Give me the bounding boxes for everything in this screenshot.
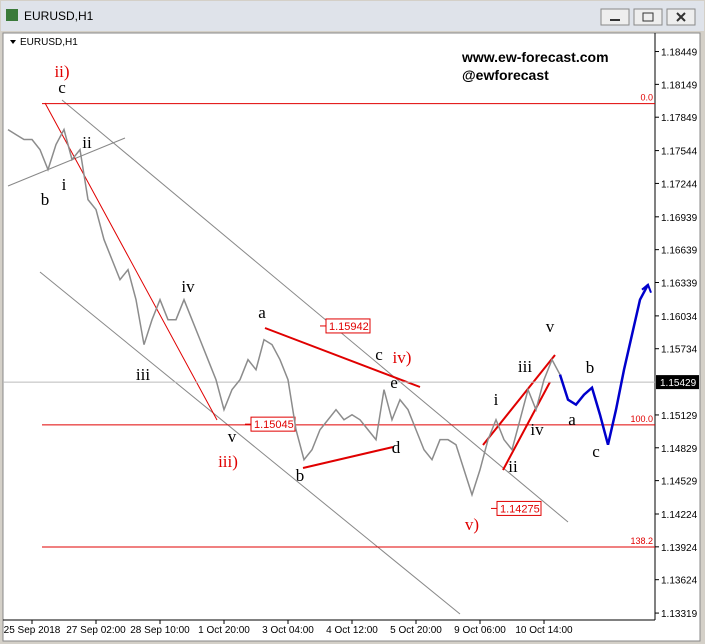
price-label: 1.14275 [500,503,540,515]
wave-label: iii [136,365,150,384]
chart-area [2,32,701,642]
wave-label: i [62,175,67,194]
wave-label: iv) [393,348,412,367]
x-tick-label: 5 Oct 20:00 [390,625,442,636]
chart-symbol: EURUSD,H1 [20,37,78,48]
wave-label: i [494,390,499,409]
y-tick-label: 1.14529 [661,477,698,488]
x-tick-label: 3 Oct 04:00 [262,625,314,636]
price-label: 1.15942 [329,321,369,333]
y-tick-label: 1.14224 [661,510,698,521]
watermark-url: www.ew-forecast.com [461,49,609,65]
x-tick-label: 27 Sep 02:00 [66,625,126,636]
y-tick-label: 1.16639 [661,246,698,257]
wave-label: a [568,410,576,429]
fib-level-label: 100.0 [630,414,653,424]
y-tick-label: 1.13924 [661,543,698,554]
wave-label: ii) [54,62,69,81]
x-tick-label: 4 Oct 12:00 [326,625,378,636]
y-tick-label: 1.16339 [661,278,698,289]
y-tick-label: 1.15129 [661,411,698,422]
price-label-box [496,500,542,516]
maximize-button[interactable] [633,8,663,26]
wave-label: b [586,358,595,377]
last-price-label: 1.15429 [660,378,697,389]
wave-label: b [296,466,305,485]
y-tick-label: 1.18449 [661,48,698,59]
wave-label: iv [181,277,195,296]
x-tick-label: 1 Oct 20:00 [198,625,250,636]
fib-level-label: 138.2 [630,536,653,546]
app-icon [6,9,18,21]
wave-label: e [390,373,398,392]
y-tick-label: 1.15734 [661,345,698,356]
wave-label: v [546,317,555,336]
y-tick-label: 1.17244 [661,179,698,190]
y-tick-label: 1.16939 [661,213,698,224]
minimize-button[interactable] [600,8,630,26]
x-tick-label: 25 Sep 2018 [4,625,61,636]
y-tick-label: 1.17849 [661,113,698,124]
title-bar [1,1,704,31]
wave-label: ii [508,457,518,476]
last-price-box [656,375,699,390]
y-tick-label: 1.13319 [661,609,698,620]
wave-label: v [228,427,237,446]
wave-label: d [392,438,401,457]
projection-arrow [641,283,652,294]
wave-label: iii [518,357,532,376]
window-title: EURUSD,H1 [24,9,94,23]
wave-label: v) [465,515,479,534]
channel-lines [7,99,569,615]
wave-label: c [375,345,383,364]
wave-label: c [58,78,66,97]
x-tick-label: 28 Sep 10:00 [130,625,190,636]
y-tick-label: 1.17544 [661,147,698,158]
y-tick-label: 1.16034 [661,312,698,323]
wave-label: iv [530,420,544,439]
projection-line [558,284,650,446]
y-tick-label: 1.18149 [661,80,698,91]
wave-label: c [592,442,600,461]
fib-level-label: 0.0 [640,93,653,103]
x-tick-label: 10 Oct 14:00 [515,625,573,636]
wave-label: a [258,303,266,322]
y-tick-label: 1.14829 [661,444,698,455]
watermark-handle: @ewforecast [462,67,549,83]
menu-arrow [10,40,16,44]
price-label-box [325,318,371,334]
wave-label: iii) [218,452,238,471]
y-tick-label: 1.13624 [661,576,698,587]
price-label: 1.15045 [254,419,294,431]
wave-label: ii [82,133,92,152]
wave-lines [44,102,556,471]
window-buttons[interactable] [600,8,696,26]
price-line [7,127,561,498]
x-tick-label: 9 Oct 06:00 [454,625,506,636]
wave-label: b [41,190,50,209]
